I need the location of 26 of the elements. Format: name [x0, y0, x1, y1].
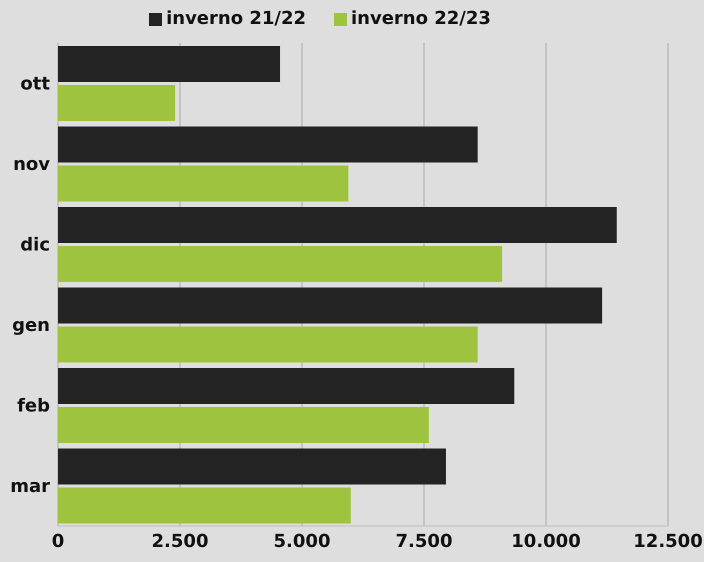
bar [58, 46, 280, 82]
x-tick-label: 2.500 [152, 530, 208, 552]
x-tick-label: 5.000 [274, 530, 330, 552]
y-tick-label: ott [20, 74, 50, 95]
legend-label: inverno 21/22 [166, 8, 306, 29]
bar [58, 368, 514, 404]
y-tick-label: mar [10, 476, 50, 498]
bar [58, 407, 429, 443]
bar [58, 488, 351, 524]
y-tick-label: dic [20, 234, 50, 256]
bar [58, 246, 502, 282]
x-tick-label: 0 [52, 530, 64, 552]
y-tick-label: feb [17, 396, 50, 417]
x-tick-label: 12.500 [633, 530, 703, 552]
bar [58, 288, 602, 324]
y-tick-label: gen [12, 315, 50, 336]
bar [58, 166, 348, 202]
x-tick-label: 10.000 [511, 530, 581, 552]
bar [58, 207, 617, 243]
bar [58, 326, 478, 362]
bar [58, 448, 446, 484]
bar [58, 126, 478, 162]
x-tick-label: 7.500 [396, 530, 452, 552]
bar [58, 85, 176, 121]
y-tick-label: nov [13, 154, 50, 176]
legend-label: inverno 22/23 [351, 8, 491, 29]
